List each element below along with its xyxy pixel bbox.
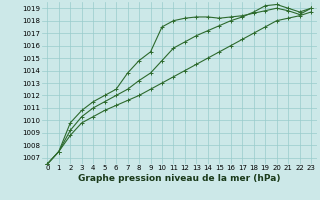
X-axis label: Graphe pression niveau de la mer (hPa): Graphe pression niveau de la mer (hPa) <box>78 174 280 183</box>
